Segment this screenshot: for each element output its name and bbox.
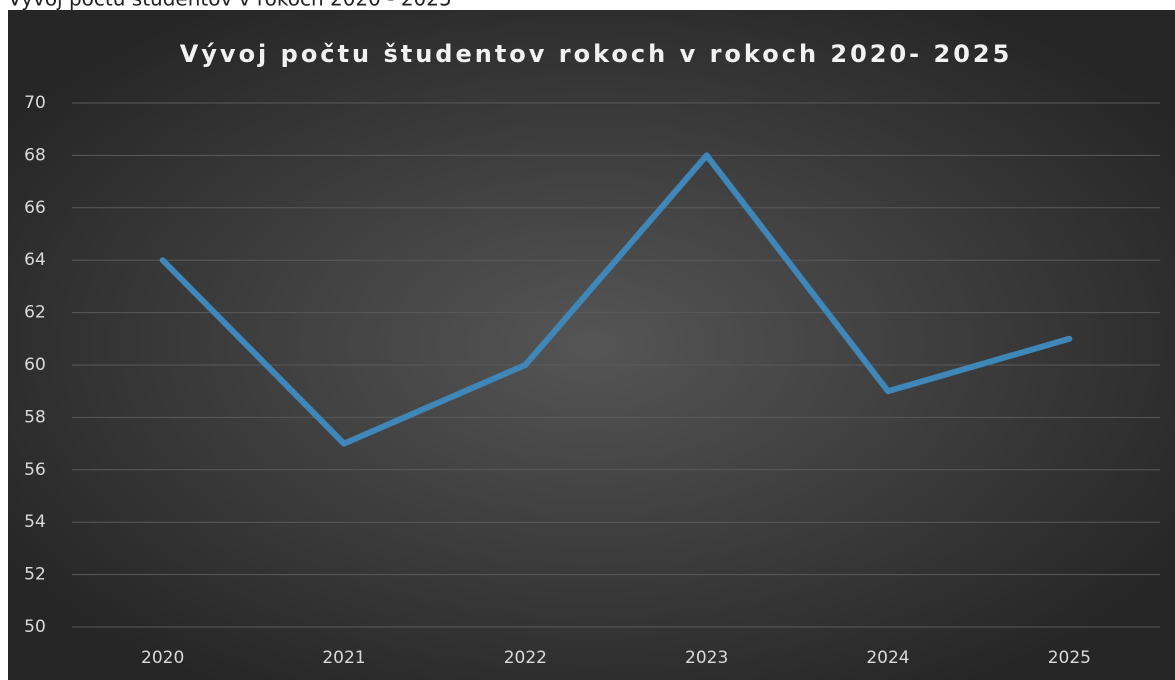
y-tick-label: 60 <box>24 355 46 375</box>
y-tick-label: 52 <box>24 565 46 585</box>
page-heading: Vývoj počtu študentov v rokoch 2020 - 20… <box>8 0 452 11</box>
x-tick-label: 2021 <box>322 648 365 668</box>
plot: 50 52 54 56 58 60 62 64 66 68 70 2020 2021 2022 2023 20… <box>24 93 1160 668</box>
y-tick-label: 70 <box>24 93 46 113</box>
y-tick-label: 54 <box>24 512 46 532</box>
x-tick-label: 2023 <box>685 648 728 668</box>
x-tick-label: 2024 <box>866 648 909 668</box>
x-tick-label: 2025 <box>1048 648 1091 668</box>
chart-area <box>8 10 1175 680</box>
chart-title: Vývoj počtu študentov rokoch v rokoch 20… <box>180 40 1013 68</box>
y-tick-label: 66 <box>24 198 46 218</box>
y-tick-label: 62 <box>24 303 46 323</box>
x-tick-label: 2020 <box>141 648 184 668</box>
y-tick-label: 56 <box>24 460 46 480</box>
y-tick-label: 58 <box>24 407 46 427</box>
y-tick-label: 50 <box>24 617 46 637</box>
y-tick-label: 64 <box>24 250 46 270</box>
x-tick-label: 2022 <box>504 648 547 668</box>
series-line <box>159 152 1073 447</box>
y-tick-label: 68 <box>24 145 46 165</box>
